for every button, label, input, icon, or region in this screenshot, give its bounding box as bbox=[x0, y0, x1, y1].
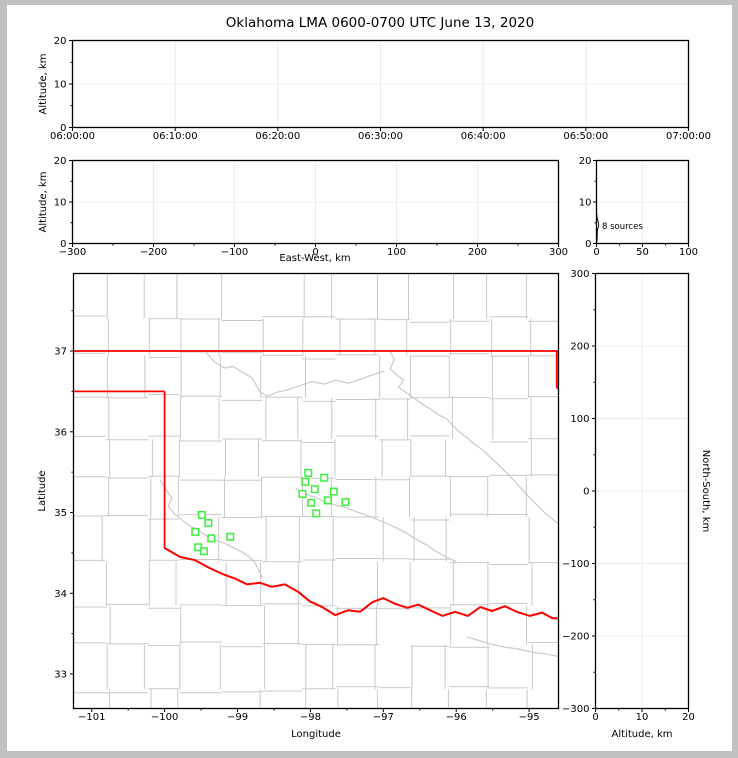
tick-label: −300 bbox=[59, 247, 86, 258]
map-layers bbox=[73, 273, 559, 709]
lma-station-marker bbox=[298, 489, 307, 498]
tick-label: 06:00:00 bbox=[50, 131, 95, 142]
figure-title: Oklahoma LMA 0600-0700 UTC June 13, 2020 bbox=[226, 15, 534, 31]
figure-background bbox=[7, 5, 732, 751]
ns-panel-right-label: North-South, km bbox=[700, 450, 711, 533]
altitude-histogram-trace bbox=[596, 213, 600, 244]
tick-label: −98 bbox=[300, 712, 321, 723]
lma-station-marker bbox=[304, 468, 313, 477]
tick-label: −100 bbox=[221, 247, 248, 258]
river-line bbox=[159, 479, 263, 579]
tick-label: 20 bbox=[579, 156, 592, 167]
tick-label: 0 bbox=[60, 123, 66, 134]
tick-label: 33 bbox=[54, 670, 67, 681]
ns-panel-xlabel: Altitude, km bbox=[612, 729, 673, 740]
state-border-red-river bbox=[164, 547, 559, 620]
map-xlabel: Longitude bbox=[291, 729, 341, 740]
lma-station-marker bbox=[310, 485, 319, 494]
lma-station-marker bbox=[301, 477, 310, 486]
river-line bbox=[295, 487, 457, 563]
tick-label: −200 bbox=[562, 632, 589, 643]
tick-label: 300 bbox=[549, 247, 568, 258]
ew-panel-ylabel: Altitude, km bbox=[38, 172, 49, 233]
lma-station-marker bbox=[341, 498, 350, 507]
tick-label: 50 bbox=[636, 247, 649, 258]
tick-label: 06:10:00 bbox=[153, 131, 198, 142]
tick-label: 35 bbox=[54, 508, 67, 519]
tick-label: −200 bbox=[140, 247, 167, 258]
tick-label: 36 bbox=[54, 427, 67, 438]
panel-frame-pm bbox=[72, 272, 560, 710]
tick-label: 20 bbox=[682, 712, 695, 723]
tick-label: 10 bbox=[579, 198, 592, 209]
tick-label: 200 bbox=[570, 342, 589, 353]
tick-label: 0 bbox=[592, 712, 598, 723]
lma-station-marker bbox=[307, 498, 316, 507]
lma-station-marker bbox=[312, 509, 321, 518]
ew-panel-xlabel: East-West, km bbox=[279, 253, 350, 264]
lma-station-marker bbox=[199, 547, 208, 556]
tick-label: 06:30:00 bbox=[358, 131, 403, 142]
tick-label: 0 bbox=[312, 247, 318, 258]
tick-label: 20 bbox=[54, 156, 67, 167]
tick-label: 10 bbox=[636, 712, 649, 723]
tick-label: 37 bbox=[54, 347, 67, 358]
lma-station-marker bbox=[204, 519, 213, 528]
tick-label: 200 bbox=[468, 247, 487, 258]
lma-station-marker bbox=[191, 527, 200, 536]
tick-label: 06:50:00 bbox=[563, 131, 608, 142]
lma-station-marker bbox=[226, 532, 235, 541]
tick-label: 06:20:00 bbox=[255, 131, 300, 142]
time-panel-ylabel: Altitude, km bbox=[38, 54, 49, 115]
tick-label: −100 bbox=[151, 712, 178, 723]
tick-label: 0 bbox=[583, 487, 589, 498]
tick-label: 0 bbox=[585, 239, 591, 250]
tick-label: 10 bbox=[54, 80, 67, 91]
tick-label: 10 bbox=[54, 198, 67, 209]
lma-station-marker bbox=[207, 534, 216, 543]
tick-label: 20 bbox=[54, 36, 67, 47]
river-line bbox=[467, 636, 559, 657]
map-ylabel: Latitude bbox=[37, 470, 48, 511]
river-line bbox=[205, 352, 385, 397]
tick-label: 0 bbox=[60, 239, 66, 250]
tick-label: 100 bbox=[387, 247, 406, 258]
tick-label: −99 bbox=[227, 712, 248, 723]
tick-label: 34 bbox=[54, 589, 67, 600]
tick-label: −100 bbox=[562, 559, 589, 570]
river-line bbox=[389, 350, 559, 525]
lma-station-marker bbox=[197, 510, 206, 519]
lma-station-marker bbox=[320, 473, 329, 482]
tick-label: −95 bbox=[519, 712, 540, 723]
lma-station-marker bbox=[329, 487, 338, 496]
tick-label: 300 bbox=[570, 269, 589, 280]
tick-label: −97 bbox=[373, 712, 394, 723]
tick-label: 07:00:00 bbox=[666, 131, 711, 142]
tick-label: −300 bbox=[562, 704, 589, 715]
source-count-annotation: 8 sources bbox=[602, 222, 643, 232]
tick-label: 100 bbox=[679, 247, 698, 258]
tick-label: −96 bbox=[446, 712, 467, 723]
tick-label: 0 bbox=[593, 247, 599, 258]
lma-station-marker bbox=[323, 496, 332, 505]
tick-label: −101 bbox=[78, 712, 105, 723]
tick-label: 100 bbox=[570, 414, 589, 425]
tick-label: 06:40:00 bbox=[461, 131, 506, 142]
